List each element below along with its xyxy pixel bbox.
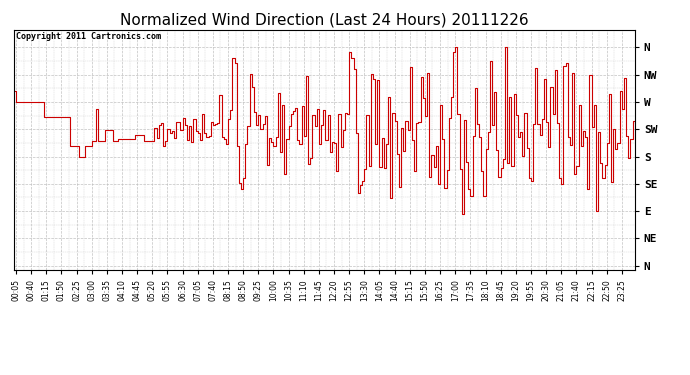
Title: Normalized Wind Direction (Last 24 Hours) 20111226: Normalized Wind Direction (Last 24 Hours… [120,12,529,27]
Text: Copyright 2011 Cartronics.com: Copyright 2011 Cartronics.com [16,32,161,41]
